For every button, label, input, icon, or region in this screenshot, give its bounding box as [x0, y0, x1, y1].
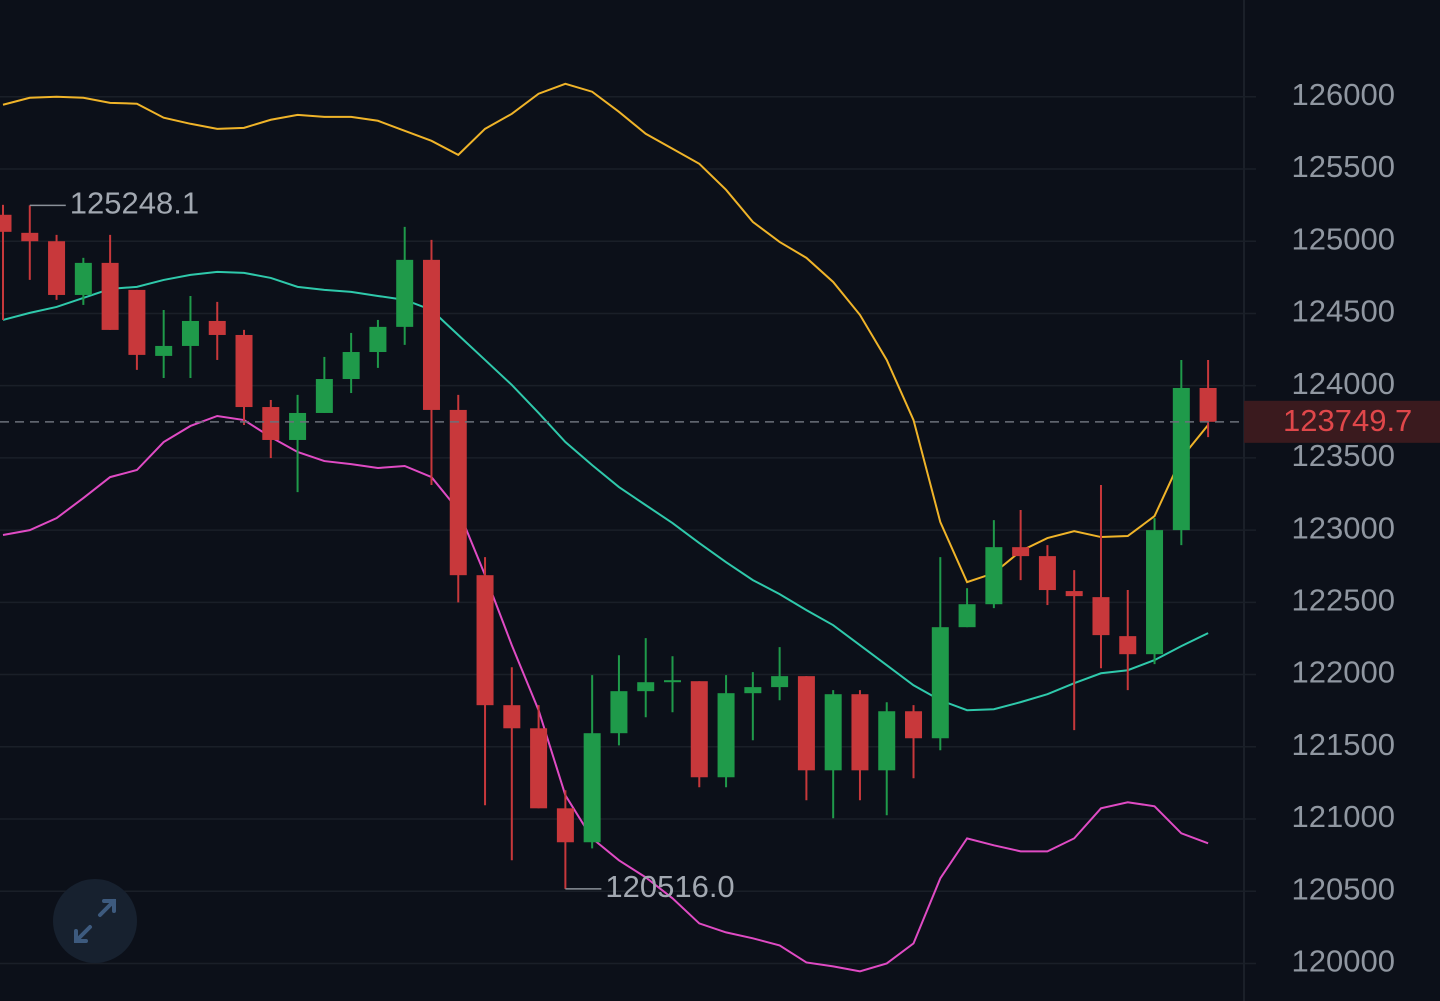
candle-body: [235, 334, 253, 408]
candle-body: [422, 259, 440, 410]
candle-body: [342, 352, 360, 380]
candle-body: [48, 241, 66, 295]
last-price-label: 123749.7: [1283, 403, 1412, 438]
candle-body: [878, 711, 896, 771]
y-tick-label: 123500: [1292, 438, 1395, 473]
candle-body: [155, 345, 173, 356]
candle-body: [476, 575, 494, 706]
candles: [0, 204, 1217, 889]
candle-body: [637, 682, 655, 692]
candle-body: [1092, 597, 1110, 636]
candle-body: [1199, 387, 1217, 422]
annotation-label: 120516.0: [605, 869, 734, 904]
candle-body: [1012, 547, 1030, 557]
candle-body: [905, 711, 923, 739]
candle-body: [851, 694, 869, 771]
candle-body: [717, 693, 735, 778]
candle-body: [797, 676, 815, 771]
candle-body: [396, 259, 414, 327]
band-line: [2, 82, 1209, 584]
candle-body: [21, 232, 39, 242]
candle-body: [0, 214, 12, 232]
y-tick-label: 124500: [1292, 294, 1395, 329]
y-tick-label: 124000: [1292, 366, 1395, 401]
y-tick-label: 120500: [1292, 871, 1395, 906]
annotation-label: 125248.1: [70, 186, 199, 221]
candle-body: [1146, 530, 1164, 655]
band-line: [2, 414, 1209, 973]
candle-body: [583, 733, 601, 843]
y-tick-label: 126000: [1292, 77, 1395, 112]
candle-body: [262, 407, 280, 440]
y-tick-label: 121500: [1292, 727, 1395, 762]
candle-body: [181, 320, 199, 346]
candle-body: [315, 379, 333, 413]
y-tick-label: 120000: [1292, 944, 1395, 979]
candle-body: [530, 728, 548, 809]
expand-button[interactable]: [53, 879, 137, 963]
candle-body: [503, 705, 521, 729]
y-tick-label: 121000: [1292, 799, 1395, 834]
y-tick-label: 122500: [1292, 583, 1395, 618]
y-tick-label: 123000: [1292, 510, 1395, 545]
y-tick-label: 125500: [1292, 149, 1395, 184]
candle-body: [1038, 556, 1056, 591]
candle-body: [1119, 636, 1137, 655]
y-tick-label: 125000: [1292, 221, 1395, 256]
candle-body: [690, 681, 708, 778]
expand-button-bg[interactable]: [53, 879, 137, 963]
candle-body: [610, 691, 628, 734]
candle-body: [1172, 387, 1190, 531]
candle-body: [744, 687, 762, 694]
candle-body: [449, 409, 467, 576]
candle-body: [369, 326, 387, 353]
grid: [0, 96, 1256, 965]
candle-body: [1065, 591, 1083, 597]
candle-body: [556, 808, 574, 843]
candle-body: [208, 320, 226, 335]
candle-body: [985, 547, 1003, 605]
candle-body: [931, 627, 949, 739]
candle-body: [128, 289, 146, 355]
candle-body: [101, 262, 119, 330]
band-line: [2, 270, 1209, 712]
y-tick-label: 122000: [1292, 655, 1395, 690]
expand-icon: [74, 899, 116, 943]
candle-body: [958, 604, 976, 628]
candle-body: [664, 680, 681, 683]
bands: [2, 82, 1209, 973]
candle-body: [74, 262, 92, 295]
candle-body: [771, 676, 789, 688]
labels: 120000 120500 121000 121500 122000 122500 1230…: [0, 77, 1440, 979]
candle-body: [824, 694, 842, 771]
candle-body: [289, 412, 307, 440]
last-price-box: [1244, 400, 1440, 443]
